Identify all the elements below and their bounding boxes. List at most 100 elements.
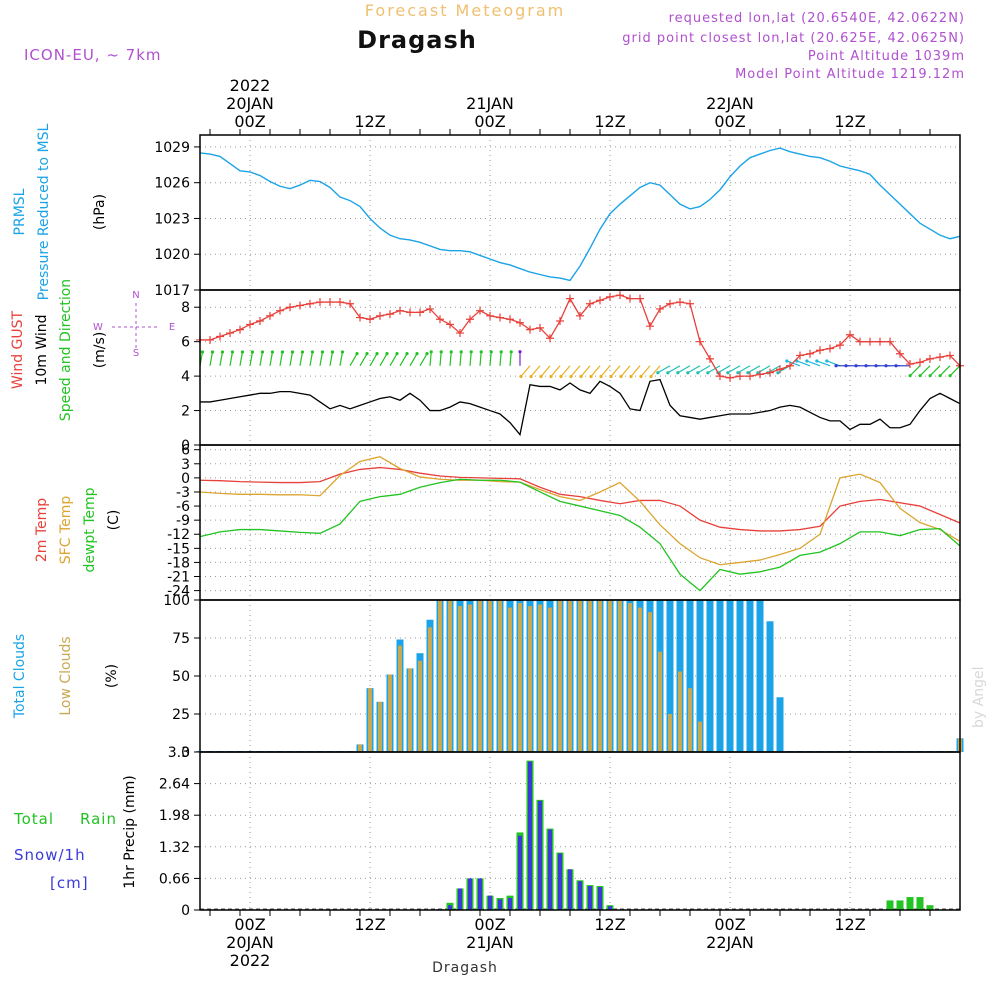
time-label-bottom: 21JAN	[466, 933, 514, 952]
gust-marker	[606, 292, 614, 301]
gust-marker	[386, 310, 394, 319]
gust-marker	[786, 361, 794, 370]
y-tick-label: -24	[167, 584, 190, 600]
pressure-line	[199, 147, 961, 282]
low-cloud-bar	[428, 627, 432, 752]
snow-bar	[478, 878, 482, 910]
wind-arrow	[429, 351, 432, 366]
wind-arrow	[439, 351, 442, 366]
wind-arrow	[520, 365, 531, 377]
total-precip-bar	[896, 900, 904, 910]
wind-arrow-head	[519, 374, 523, 379]
gust-marker	[766, 368, 774, 377]
wind-arrow-head	[479, 350, 483, 354]
gust-marker	[376, 311, 384, 320]
sfc-temp-line	[199, 456, 961, 566]
low-cloud-bar	[678, 671, 682, 752]
wind-arrow	[489, 351, 492, 366]
wind-arrow-head	[609, 374, 613, 379]
y-tick-label: 75	[172, 631, 190, 647]
gust-marker	[296, 301, 304, 310]
wind-arrow-head	[884, 364, 888, 368]
wind-arrow	[707, 365, 721, 374]
wind-arrow-head	[529, 374, 533, 379]
low-cloud-bar	[628, 603, 632, 752]
wind-arrow-head	[415, 352, 419, 356]
gust-marker	[676, 298, 684, 307]
pressure-label-prmsl: PRMSL	[12, 188, 28, 235]
legend-rain: Rain	[80, 810, 117, 828]
gust-marker	[726, 373, 734, 382]
gust-marker	[516, 318, 524, 327]
gust-marker	[866, 337, 874, 346]
model-altitude: Model Point Altitude 1219.12m	[735, 67, 965, 82]
gust-marker	[686, 299, 694, 308]
wind-arrow	[319, 351, 324, 366]
gust-marker	[616, 291, 624, 300]
wind-arrow-head	[425, 352, 429, 356]
wind-arrow	[919, 365, 931, 377]
time-label-top: 20JAN	[226, 94, 274, 113]
wind-arrow-head	[569, 374, 573, 379]
gust-marker	[736, 372, 744, 381]
wind-arrow	[816, 360, 831, 367]
snow-bar	[598, 887, 602, 910]
wind-arrow	[349, 353, 358, 367]
low-cloud-bar	[668, 714, 672, 752]
wind-arrow-head	[746, 371, 750, 375]
wind-arrow	[590, 365, 601, 377]
gust-marker	[496, 313, 504, 322]
low-cloud-bar	[518, 603, 522, 752]
gust-marker	[406, 308, 414, 317]
gust-marker	[256, 317, 264, 325]
gust-marker	[556, 317, 564, 325]
wind-arrow	[610, 365, 621, 377]
wind-arrow	[727, 365, 741, 374]
wind-arrow-head	[928, 374, 932, 378]
wind-arrow-head	[200, 350, 205, 354]
gust-marker	[796, 351, 804, 360]
low-cloud-bar	[578, 600, 582, 752]
gust-marker	[916, 358, 924, 367]
total-cloud-bar	[666, 600, 674, 752]
gust-marker	[886, 337, 894, 346]
wind-arrow-head	[439, 350, 443, 354]
low-cloud-bar	[568, 600, 572, 752]
wind-arrow-head	[666, 371, 670, 375]
y-tick-label: 1020	[154, 247, 190, 263]
wind-arrow	[650, 365, 661, 377]
requested-coords: requested lon,lat (20.6540E, 42.0622N)	[669, 11, 965, 26]
gust-marker	[936, 353, 944, 362]
wind-arrow-head	[599, 374, 603, 379]
wind-arrow-head	[469, 350, 473, 354]
gust-marker	[666, 299, 674, 308]
low-cloud-bar	[398, 645, 402, 752]
wind-arrow	[419, 353, 428, 367]
wind-speed-line	[200, 378, 961, 437]
wind-arrow	[409, 353, 418, 367]
gust-marker	[486, 311, 494, 320]
gust-marker	[396, 306, 404, 315]
wind-arrow-head	[260, 350, 265, 354]
model-name: ICON-EU, ~ 7km	[24, 46, 162, 64]
temp-unit-label: (C)	[106, 510, 122, 531]
total-cloud-bar	[696, 600, 704, 752]
y-tick-label: -6	[176, 499, 190, 515]
time-label-bottom: 2022	[230, 951, 271, 970]
dewpt-line	[199, 478, 961, 592]
y-tick-label: 1029	[154, 140, 190, 156]
low-cloud-bar	[618, 600, 622, 752]
total-cloud-bar	[706, 600, 714, 752]
wind-arrow-head	[825, 359, 829, 363]
temp2m-label: 2m Temp	[34, 498, 50, 562]
snow-bar	[588, 886, 592, 910]
wind-arrow	[369, 353, 378, 367]
time-label-bottom: 00Z	[714, 915, 745, 934]
time-label-top: 21JAN	[466, 94, 514, 113]
wind-arrow	[499, 351, 502, 366]
y-tick-label: 8	[181, 300, 190, 316]
time-label-top: 00Z	[474, 112, 505, 131]
wind-arrow	[806, 360, 821, 367]
wind-arrow	[209, 351, 214, 366]
